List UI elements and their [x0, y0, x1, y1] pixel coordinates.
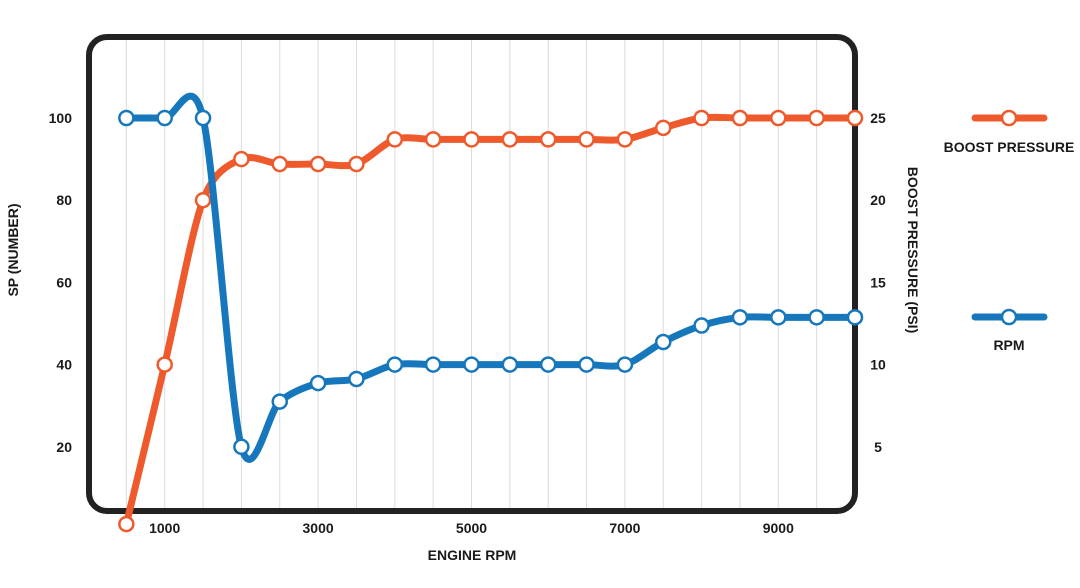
legend-label-boost-pressure: BOOST PRESSURE — [944, 139, 1075, 155]
y-left-tick-label: 40 — [56, 357, 72, 373]
x-tick-label: 1000 — [149, 520, 180, 536]
x-tick-label: 7000 — [609, 520, 640, 536]
y-right-tick-label: 20 — [870, 192, 886, 208]
y-right-tick-label: 5 — [874, 439, 882, 455]
series-line-rpm — [122, 92, 859, 463]
data-point-boost-pressure — [731, 109, 749, 127]
series-boost-pressure — [118, 109, 864, 533]
y-right-tick-label: 10 — [870, 357, 886, 373]
y-left-tick-label: 100 — [49, 110, 73, 126]
data-point-rpm — [616, 356, 634, 373]
data-point-rpm — [539, 356, 557, 373]
data-point-rpm — [808, 309, 825, 326]
data-point-boost-pressure — [655, 119, 672, 137]
data-point-boost-pressure — [846, 109, 864, 127]
data-point-rpm — [846, 309, 864, 326]
series-rpm — [118, 92, 864, 463]
data-point-boost-pressure — [386, 131, 404, 148]
data-point-rpm — [731, 309, 749, 326]
data-point-rpm — [309, 374, 327, 392]
grid-lines — [125, 37, 818, 511]
y-right-axis-title: BOOST PRESSURE (PSI) — [905, 167, 921, 333]
data-point-rpm — [655, 333, 672, 351]
data-point-boost-pressure — [693, 109, 710, 127]
data-point-rpm — [348, 370, 365, 388]
y-right-axis-ticks: 5 10 15 20 25 — [870, 110, 886, 455]
data-point-rpm — [118, 109, 135, 127]
x-axis-title: ENGINE RPM — [428, 547, 517, 563]
y-left-axis-title: SP (NUMBER) — [5, 203, 21, 296]
data-point-rpm — [770, 309, 787, 326]
data-point-rpm — [156, 109, 173, 127]
y-left-tick-label: 80 — [56, 192, 72, 208]
x-axis-ticks: 1000 3000 5000 7000 9000 — [149, 520, 794, 536]
legend-item-boost-pressure: BOOST PRESSURE — [944, 109, 1075, 155]
data-point-boost-pressure — [578, 131, 595, 148]
legend-marker-rpm — [1000, 308, 1018, 326]
y-right-tick-label: 25 — [870, 110, 886, 126]
x-tick-label: 5000 — [456, 520, 487, 536]
data-point-rpm — [386, 356, 404, 373]
y-left-tick-label: 60 — [56, 274, 72, 290]
y-left-tick-label: 20 — [56, 439, 72, 455]
data-point-rpm — [424, 356, 442, 373]
data-point-rpm — [578, 356, 595, 373]
legend-marker-boost-pressure — [1000, 109, 1018, 127]
data-point-boost-pressure — [539, 131, 557, 148]
data-point-rpm — [194, 109, 212, 127]
data-point-boost-pressure — [463, 131, 480, 148]
y-left-axis-ticks: 20 40 60 80 100 — [49, 110, 73, 455]
data-point-rpm — [463, 356, 480, 373]
data-point-boost-pressure — [271, 155, 288, 173]
data-point-boost-pressure — [118, 515, 135, 533]
data-point-boost-pressure — [348, 155, 365, 173]
data-point-rpm — [693, 317, 710, 334]
x-tick-label: 9000 — [763, 520, 794, 536]
plot-frame — [86, 34, 858, 514]
data-point-boost-pressure — [424, 131, 442, 148]
y-right-tick-label: 15 — [870, 274, 886, 290]
data-point-boost-pressure — [194, 191, 212, 209]
series-layer — [118, 92, 864, 533]
x-tick-label: 3000 — [303, 520, 334, 536]
data-point-boost-pressure — [616, 131, 634, 148]
legend-label-rpm: RPM — [993, 337, 1024, 353]
data-point-rpm — [271, 393, 288, 410]
data-point-boost-pressure — [770, 109, 787, 127]
data-point-boost-pressure — [501, 131, 519, 148]
legend: BOOST PRESSURE RPM — [944, 109, 1075, 353]
data-point-rpm — [233, 438, 250, 456]
data-point-boost-pressure — [309, 155, 327, 173]
legend-item-rpm: RPM — [971, 308, 1048, 353]
data-point-boost-pressure — [808, 109, 825, 127]
data-point-rpm — [501, 356, 519, 373]
data-point-boost-pressure — [156, 356, 173, 373]
data-point-boost-pressure — [233, 150, 250, 168]
